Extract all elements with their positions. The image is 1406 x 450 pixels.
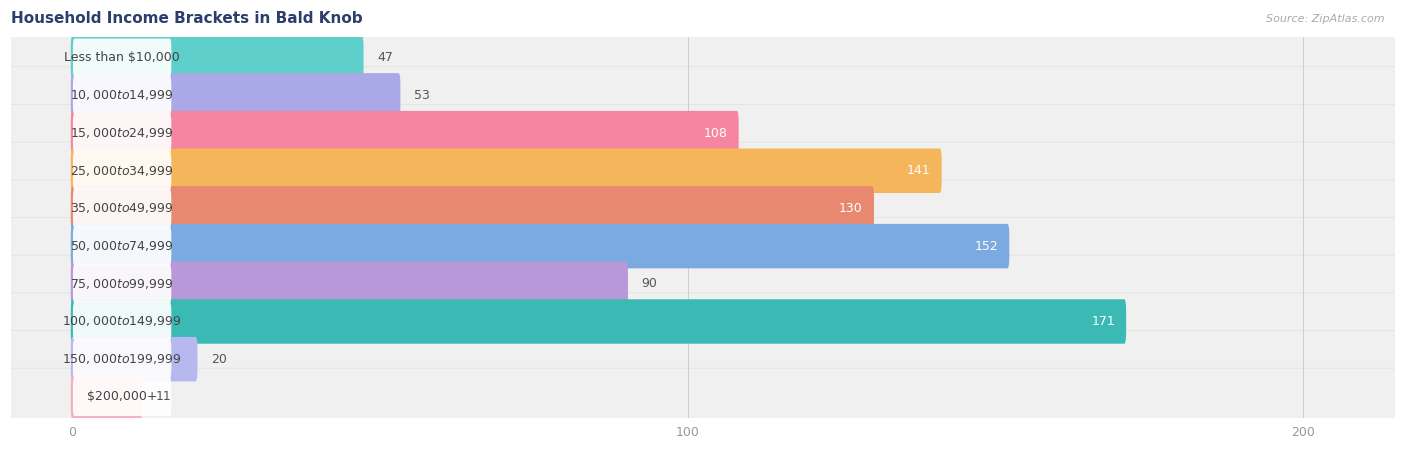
FancyBboxPatch shape — [73, 114, 172, 152]
FancyBboxPatch shape — [10, 217, 1396, 275]
FancyBboxPatch shape — [70, 299, 1126, 344]
FancyBboxPatch shape — [70, 224, 1010, 268]
FancyBboxPatch shape — [73, 152, 172, 190]
FancyBboxPatch shape — [73, 39, 172, 77]
Text: 20: 20 — [211, 353, 226, 366]
FancyBboxPatch shape — [70, 73, 401, 117]
FancyBboxPatch shape — [73, 378, 172, 416]
Text: Source: ZipAtlas.com: Source: ZipAtlas.com — [1267, 14, 1385, 23]
Text: 47: 47 — [377, 51, 392, 64]
FancyBboxPatch shape — [70, 111, 738, 155]
Text: Household Income Brackets in Bald Knob: Household Income Brackets in Bald Knob — [11, 11, 363, 26]
FancyBboxPatch shape — [70, 36, 364, 80]
FancyBboxPatch shape — [10, 29, 1396, 86]
Text: $100,000 to $149,999: $100,000 to $149,999 — [62, 315, 181, 328]
Text: 152: 152 — [974, 239, 998, 252]
Text: $150,000 to $199,999: $150,000 to $199,999 — [62, 352, 181, 366]
FancyBboxPatch shape — [10, 293, 1396, 350]
FancyBboxPatch shape — [70, 148, 942, 193]
Text: $35,000 to $49,999: $35,000 to $49,999 — [70, 202, 174, 216]
FancyBboxPatch shape — [10, 104, 1396, 162]
Text: $15,000 to $24,999: $15,000 to $24,999 — [70, 126, 174, 140]
FancyBboxPatch shape — [10, 180, 1396, 237]
FancyBboxPatch shape — [10, 142, 1396, 199]
Text: 90: 90 — [641, 277, 658, 290]
Text: 53: 53 — [413, 89, 430, 102]
Text: $75,000 to $99,999: $75,000 to $99,999 — [70, 277, 174, 291]
FancyBboxPatch shape — [70, 337, 197, 382]
FancyBboxPatch shape — [10, 330, 1396, 388]
FancyBboxPatch shape — [10, 368, 1396, 425]
Text: 130: 130 — [839, 202, 863, 215]
FancyBboxPatch shape — [70, 374, 142, 419]
Text: $10,000 to $14,999: $10,000 to $14,999 — [70, 88, 174, 103]
Text: 11: 11 — [156, 390, 172, 403]
FancyBboxPatch shape — [70, 261, 628, 306]
FancyBboxPatch shape — [10, 67, 1396, 124]
Text: Less than $10,000: Less than $10,000 — [65, 51, 180, 64]
FancyBboxPatch shape — [70, 186, 875, 231]
FancyBboxPatch shape — [73, 76, 172, 115]
FancyBboxPatch shape — [10, 255, 1396, 312]
Text: 108: 108 — [704, 126, 727, 140]
Text: $50,000 to $74,999: $50,000 to $74,999 — [70, 239, 174, 253]
FancyBboxPatch shape — [73, 265, 172, 303]
Text: $200,000+: $200,000+ — [87, 390, 157, 403]
FancyBboxPatch shape — [73, 189, 172, 228]
Text: $25,000 to $34,999: $25,000 to $34,999 — [70, 164, 174, 178]
FancyBboxPatch shape — [73, 302, 172, 341]
Text: 171: 171 — [1091, 315, 1115, 328]
Text: 141: 141 — [907, 164, 931, 177]
FancyBboxPatch shape — [73, 340, 172, 378]
FancyBboxPatch shape — [73, 227, 172, 266]
